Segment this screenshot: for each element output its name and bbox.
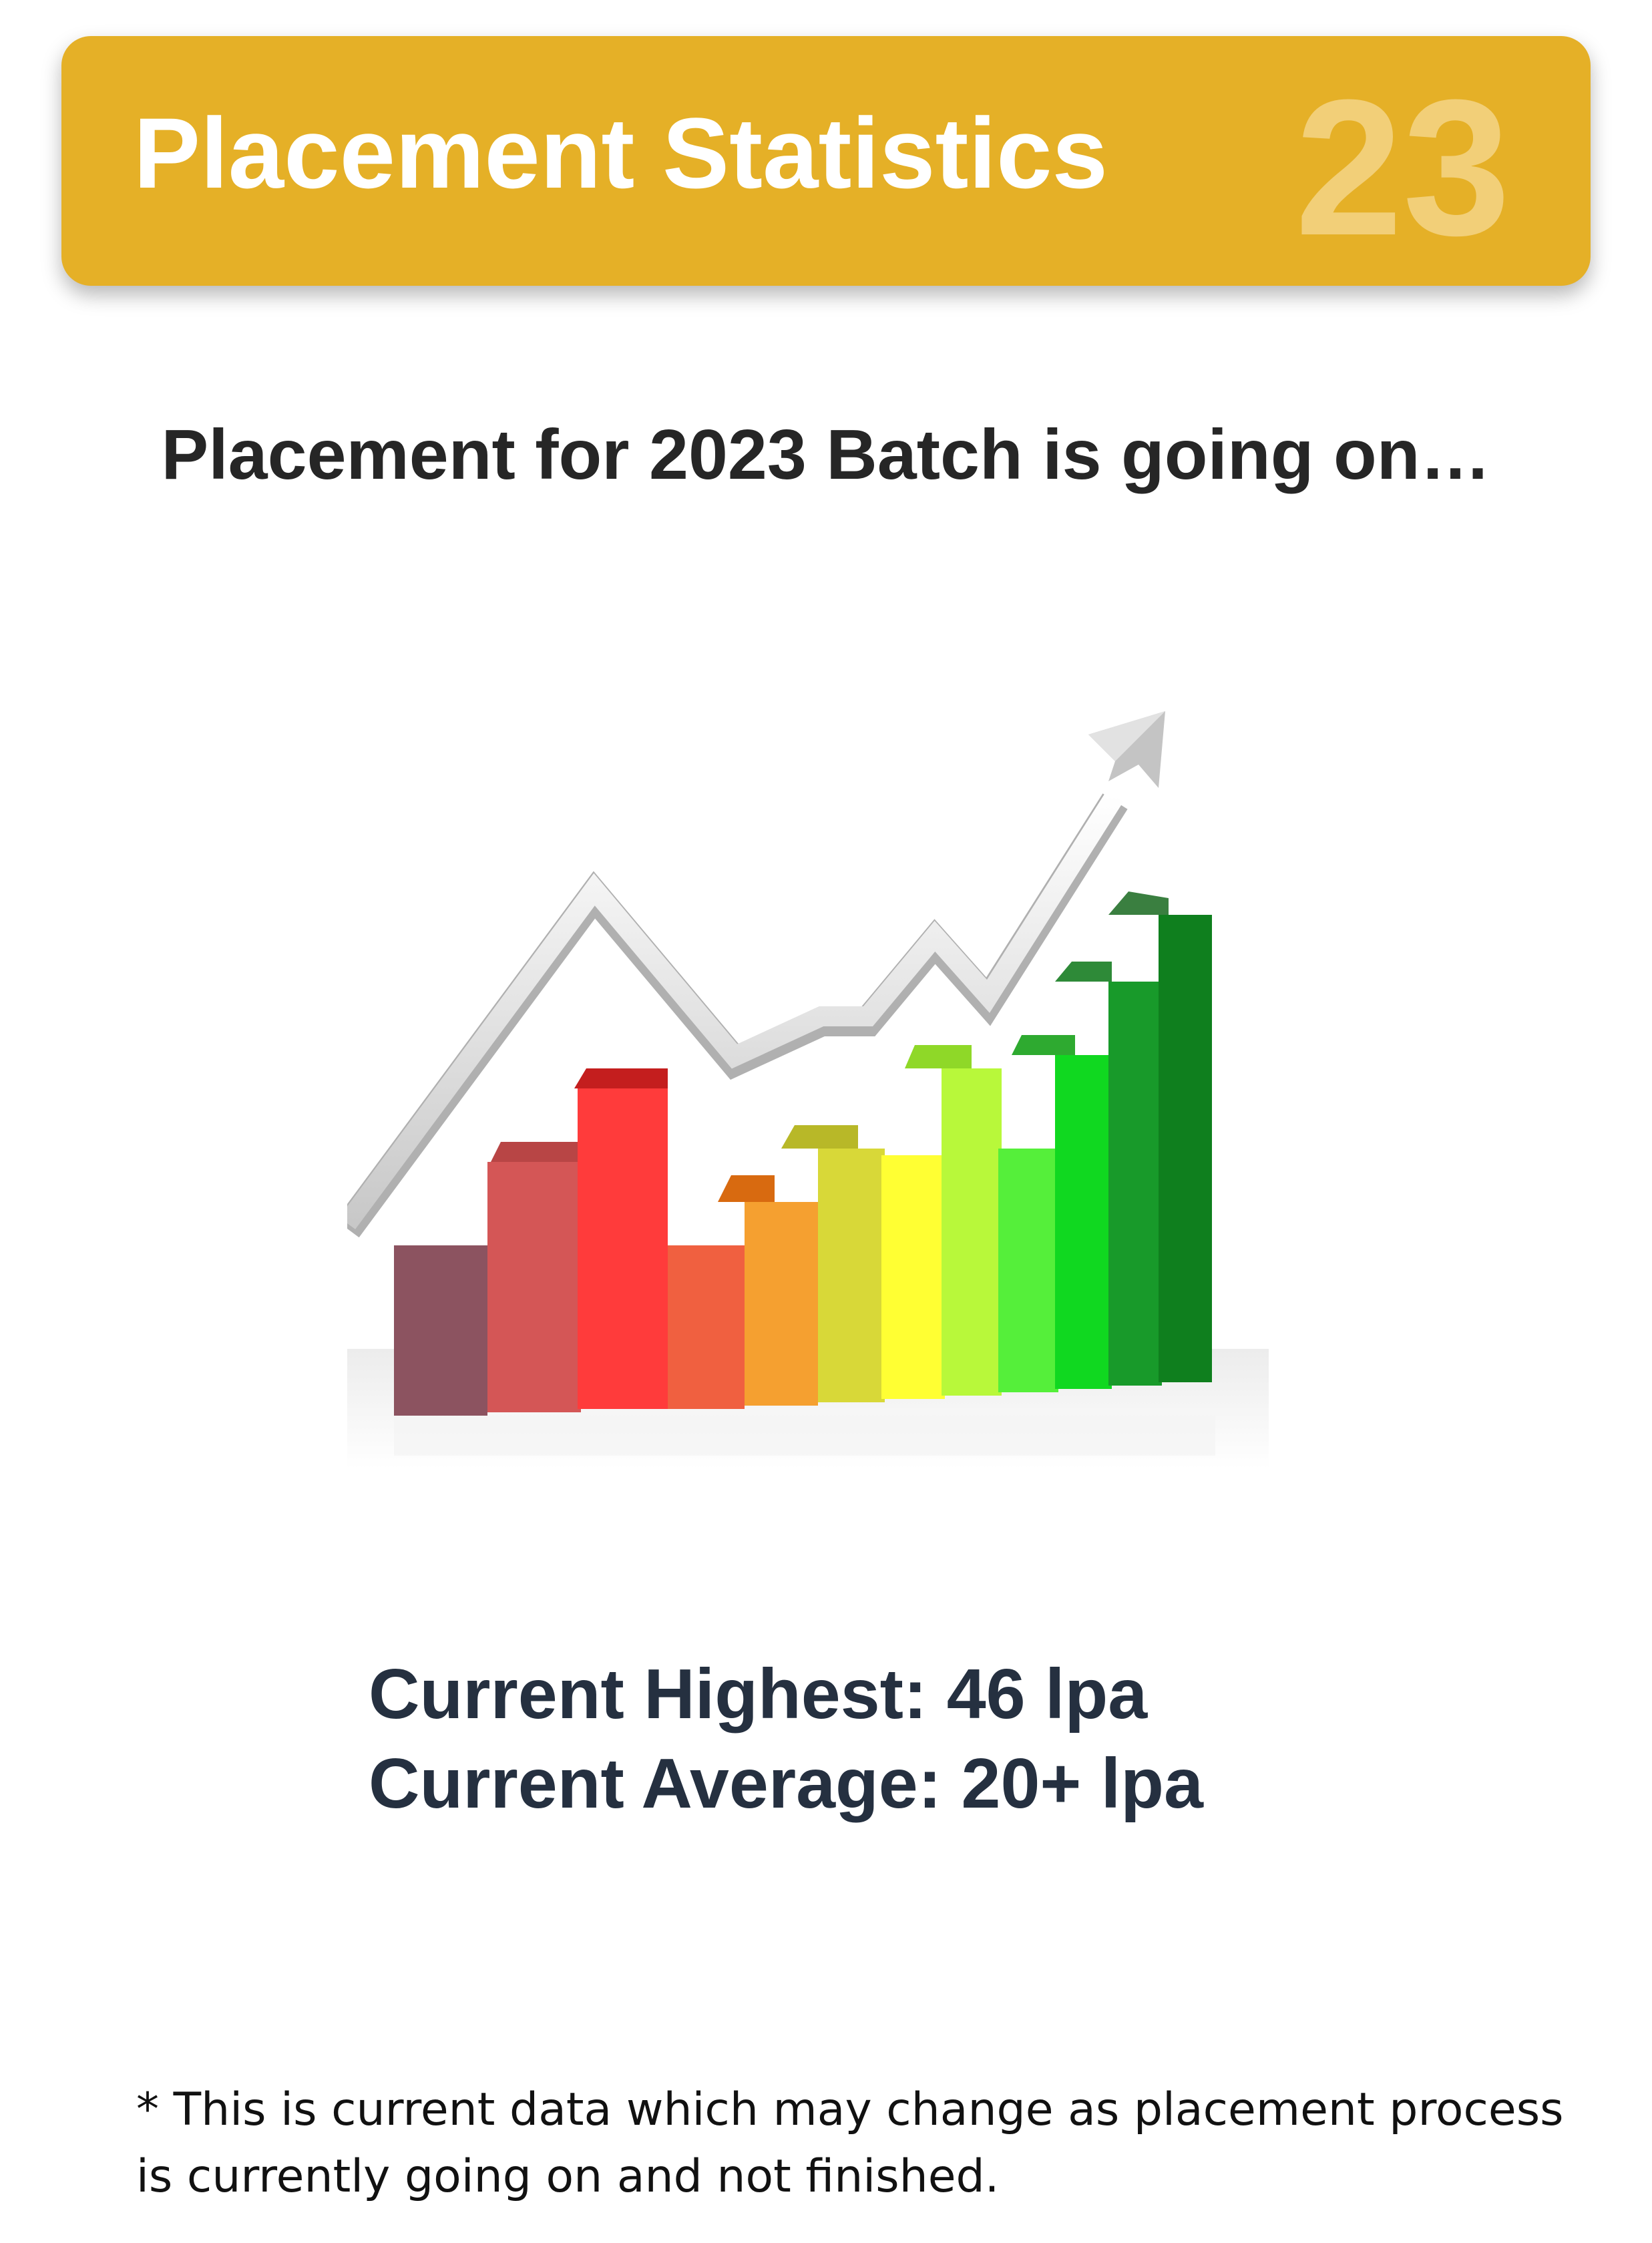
bar-8: [942, 1068, 1002, 1396]
arrow-head-highlight: [1088, 711, 1165, 761]
bar-11-top: [1055, 962, 1112, 982]
bar-6-top: [781, 1125, 858, 1149]
bar-5-top: [718, 1175, 775, 1202]
stats-block: Current Highest: 46 lpa Current Average:…: [369, 1649, 1203, 1828]
bar-12: [1159, 915, 1212, 1382]
bar-6: [818, 1149, 885, 1402]
bar-1: [394, 1245, 487, 1416]
footnote: * This is current data which may change …: [136, 2077, 1579, 2210]
headline: Placement for 2023 Batch is going on…: [161, 415, 1491, 494]
bar-group: [394, 891, 1212, 1416]
bar-2-top: [491, 1142, 598, 1162]
bar-8-top: [905, 1045, 972, 1068]
footnote-line-2: is currently going on and not finished.: [136, 2150, 1000, 2203]
footnote-line-1: * This is current data which may change …: [136, 2083, 1564, 2136]
bar-9: [998, 1149, 1058, 1392]
bar-3: [578, 1088, 668, 1409]
chart-reflection: [394, 1416, 1215, 1456]
bar-10: [1055, 1055, 1112, 1389]
bar-3-top: [574, 1068, 668, 1088]
bar-4: [668, 1245, 745, 1409]
header-bar: Placement Statistics 23: [61, 36, 1591, 286]
bar-12-top: [1108, 891, 1169, 915]
bar-7: [881, 1155, 945, 1399]
bar-11: [1108, 982, 1162, 1386]
bar-10-top: [1012, 1035, 1075, 1055]
bar-2: [487, 1162, 581, 1412]
stat-average: Current Average: 20+ lpa: [369, 1744, 1203, 1823]
stat-highest: Current Highest: 46 lpa: [369, 1655, 1148, 1734]
rising-bar-chart-with-arrow-icon: [347, 711, 1269, 1469]
page-title: Placement Statistics: [134, 97, 1108, 209]
slide-number: 23: [1295, 59, 1510, 276]
bar-5: [745, 1202, 818, 1406]
trend-arrow: [347, 790, 1124, 1229]
